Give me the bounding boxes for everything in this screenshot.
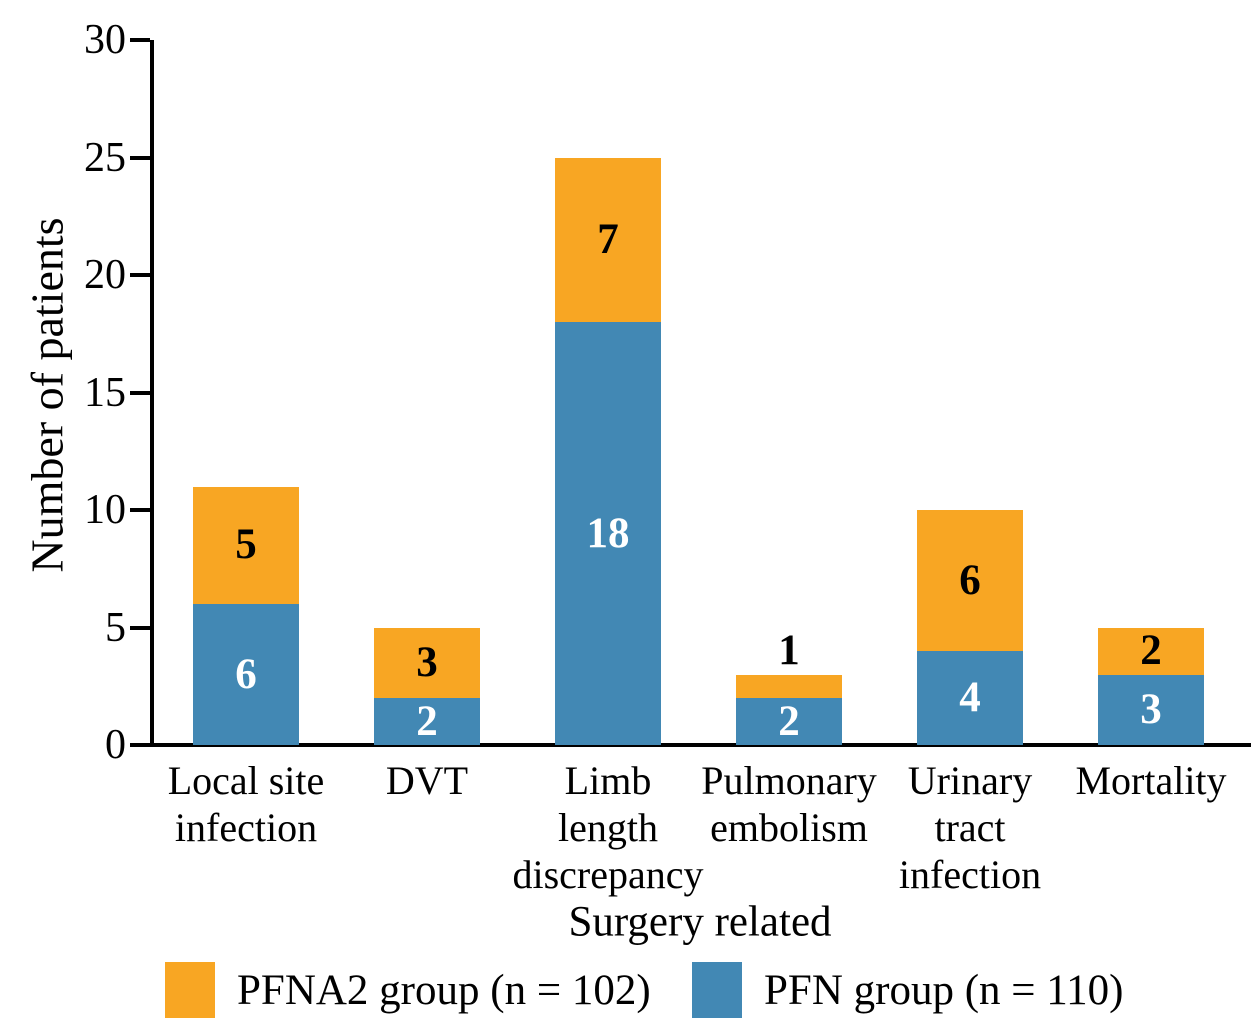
legend-item-pfna2: PFNA2 group (n = 102) (165, 960, 651, 1020)
bar-segment-pfn (555, 322, 661, 745)
y-axis-line (150, 40, 154, 747)
y-tick-label: 30 (84, 17, 126, 63)
y-tick (130, 625, 150, 630)
bar-value-label: 6 (235, 650, 257, 698)
bar-segment-pfn (917, 651, 1023, 745)
y-tick (130, 743, 150, 747)
y-tick (130, 155, 150, 160)
x-axis-line (130, 743, 1251, 747)
legend-label-pfn: PFN group (n = 110) (764, 966, 1124, 1014)
bar-segment-pfn (1098, 674, 1204, 745)
x-category-label: Urinary tract infection (898, 758, 1042, 897)
bar-segment-pfn (193, 604, 299, 745)
y-tick-label: 0 (105, 722, 126, 768)
x-axis-title: Surgery related (568, 898, 832, 946)
y-tick-label: 10 (84, 487, 126, 533)
bar-value-label: 4 (959, 674, 981, 721)
legend-swatch-pfna2 (165, 962, 215, 1018)
x-category-label: Pulmonary embolism (701, 758, 877, 850)
y-tick (130, 273, 150, 277)
bar-value-label: 3 (416, 638, 438, 686)
y-tick-label: 5 (105, 604, 126, 651)
legend-swatch-pfn (692, 962, 742, 1018)
y-tick-label: 25 (84, 134, 126, 181)
y-tick-label: 20 (84, 252, 126, 298)
bar-segment-pfn (736, 698, 842, 745)
bar-segment-pfna2 (1098, 627, 1204, 675)
bar-segment-pfna2 (193, 486, 299, 604)
bar-value-label: 3 (1140, 685, 1162, 733)
bar-value-label: 2 (778, 697, 800, 745)
x-category-label: Mortality (1075, 758, 1227, 803)
bar-value-label: 2 (416, 697, 438, 745)
y-tick-label: 15 (84, 369, 126, 416)
bar-segment-pfn (374, 698, 480, 745)
y-tick (130, 390, 150, 395)
legend-item-pfn: PFN group (n = 110) (692, 960, 1124, 1020)
bar-segment-pfna2 (917, 510, 1023, 651)
y-tick (130, 38, 150, 42)
bar-segment-pfna2 (736, 674, 842, 698)
y-tick (130, 508, 150, 512)
bar-value-label: 7 (597, 215, 619, 263)
x-category-label: Local site infection (167, 758, 325, 850)
bar-segment-pfna2 (374, 627, 480, 698)
bar-value-label: 5 (235, 521, 257, 569)
bar-segment-pfna2 (555, 157, 661, 322)
legend-label-pfna2: PFNA2 group (n = 102) (237, 966, 651, 1014)
bar-value-label: 18 (586, 509, 630, 557)
x-category-label: Limb length discrepancy (512, 758, 704, 897)
bar-value-label: 6 (959, 556, 981, 604)
bar-value-label: 1 (778, 626, 800, 674)
x-category-label: DVT (385, 758, 469, 803)
bar-value-label: 2 (1140, 627, 1162, 674)
